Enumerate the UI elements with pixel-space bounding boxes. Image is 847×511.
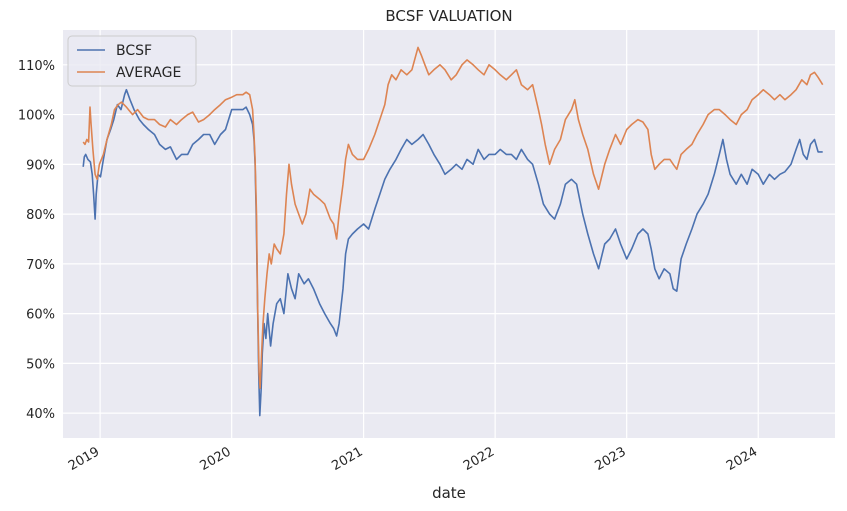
legend-label-bcsf: BCSF xyxy=(116,43,152,59)
y-tick-label: 70% xyxy=(26,258,55,273)
legend-label-average: AVERAGE xyxy=(116,65,181,81)
y-tick-label: 100% xyxy=(18,109,55,124)
y-tick-label: 40% xyxy=(26,407,55,422)
plot-area xyxy=(63,30,835,438)
chart-title: BCSF VALUATION xyxy=(385,7,512,25)
legend: BCSF AVERAGE xyxy=(68,36,196,86)
y-tick-label: 60% xyxy=(26,308,55,323)
x-axis-label: date xyxy=(432,484,466,502)
y-tick-label: 110% xyxy=(18,59,55,74)
y-tick-label: 50% xyxy=(26,357,55,372)
y-tick-label: 80% xyxy=(26,208,55,223)
y-tick-label: 90% xyxy=(26,158,55,173)
